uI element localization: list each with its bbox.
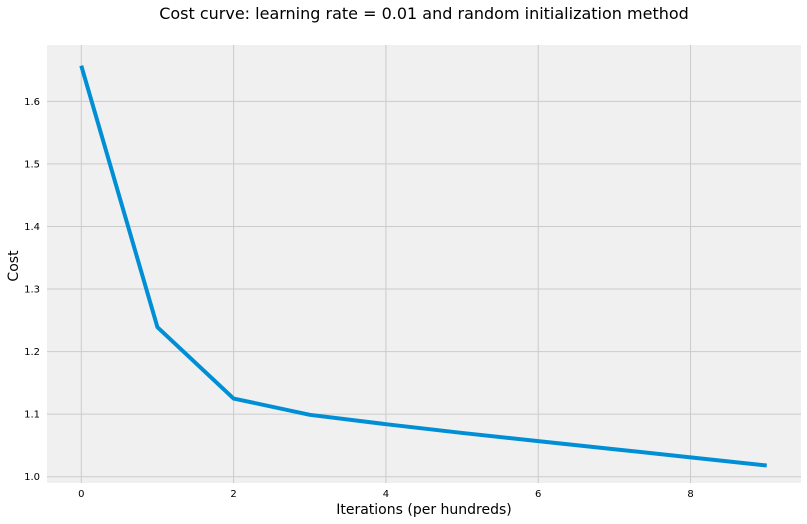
y-axis-label: Cost [6, 250, 22, 282]
x-tick-label: 4 [383, 489, 389, 500]
y-tick-label: 1.0 [24, 472, 40, 483]
x-tick-label: 2 [230, 489, 236, 500]
x-tick-labels: 0 2 4 6 8 [78, 489, 694, 500]
y-tick-label: 1.3 [24, 285, 40, 296]
y-tick-label: 1.5 [24, 159, 40, 170]
y-tick-label: 1.4 [24, 222, 40, 233]
y-tick-labels: 1.0 1.1 1.2 1.3 1.4 1.5 1.6 [24, 97, 40, 483]
y-gridlines [47, 100, 801, 478]
x-tick-label: 8 [687, 489, 693, 500]
x-gridlines [80, 45, 692, 483]
y-tick-label: 1.1 [24, 410, 40, 421]
y-tick-label: 1.2 [24, 347, 40, 358]
y-tick-label: 1.6 [24, 97, 40, 108]
cost-series-line [79, 65, 767, 468]
x-tick-label: 6 [535, 489, 541, 500]
chart-title: Cost curve: learning rate = 0.01 and ran… [159, 4, 689, 23]
series-layer [79, 65, 767, 468]
x-tick-label: 0 [78, 489, 84, 500]
plot-background [47, 45, 801, 483]
x-axis-label: Iterations (per hundreds) [336, 502, 512, 518]
